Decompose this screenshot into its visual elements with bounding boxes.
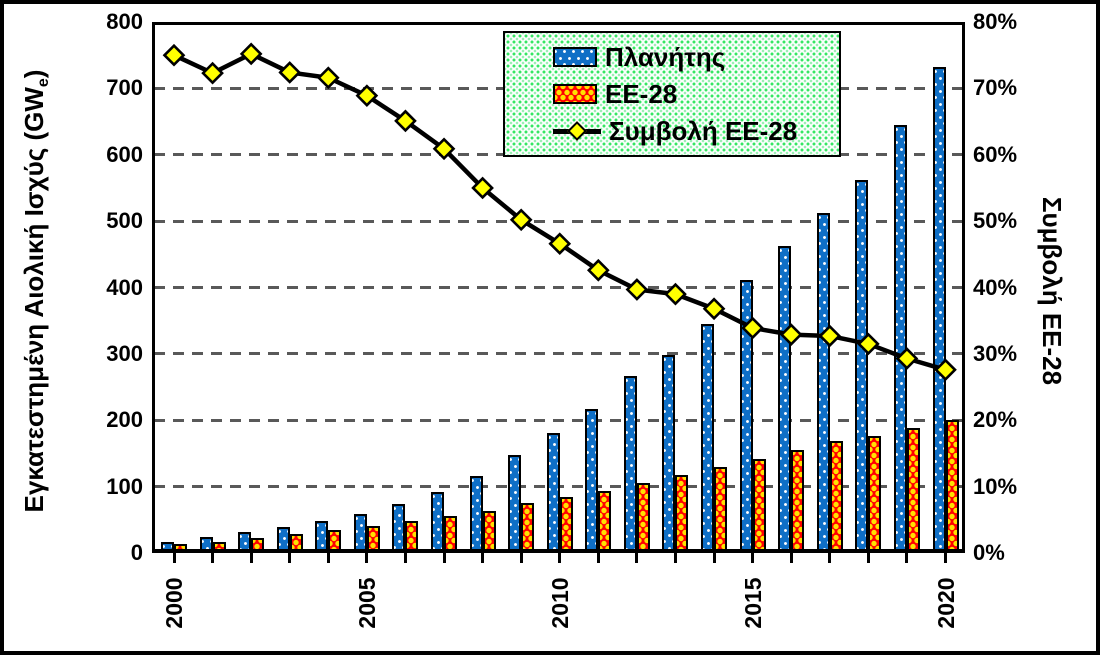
y-right-label-50%: 50% <box>973 208 1018 234</box>
y-right-label-0%: 0% <box>973 540 1005 565</box>
y-left-label-100: 100 <box>106 473 143 499</box>
legend: Πλανήτης ΕΕ-28 Συμβολή ΕΕ-28 <box>503 31 841 157</box>
x-label-2010: 2010 <box>546 577 573 629</box>
x-label-2015: 2015 <box>739 577 766 629</box>
legend-item-planet: Πλανήτης <box>553 39 839 75</box>
y-axis-left-title: Εγκατεστημένη Αιολική Ισχύς (GWe) <box>19 21 52 561</box>
x-tick-2011 <box>596 553 600 563</box>
x-label-2005: 2005 <box>353 577 380 629</box>
x-axis-line <box>152 549 965 553</box>
diamond-marker-2015 <box>741 316 764 340</box>
chart-stage: 0 100 200 300 400 500 600 700 800 0% 10% 20% 30% 40%… <box>4 4 1096 651</box>
diamond-marker-2016 <box>779 323 803 346</box>
diamond-marker-2020 <box>934 358 957 382</box>
gridline-600 <box>154 153 963 157</box>
x-tick-2004 <box>326 553 330 563</box>
x-label-2020: 2020 <box>932 577 959 629</box>
legend-item-eu28: ΕΕ-28 <box>553 76 839 112</box>
y-right-label-10%: 10% <box>973 473 1018 499</box>
x-tick-2019 <box>905 553 909 563</box>
x-tick-2016 <box>789 553 793 563</box>
y-axis-left-line <box>152 22 155 553</box>
diamond-marker-2009 <box>509 208 533 232</box>
legend-label-contribution: Συμβολή ΕΕ-28 <box>609 115 798 146</box>
x-tick-2007 <box>442 553 446 563</box>
x-tick-2018 <box>866 553 870 563</box>
diamond-marker-2011 <box>586 258 610 282</box>
x-tick-2012 <box>635 553 639 563</box>
x-tick-2001 <box>211 553 215 563</box>
y-right-label-80%: 80% <box>973 9 1018 34</box>
y-left-label-300: 300 <box>106 340 143 366</box>
x-tick-2002 <box>249 553 253 563</box>
legend-swatch-planet-icon <box>553 47 597 68</box>
x-tick-2014 <box>712 553 716 563</box>
gridline-300 <box>154 352 963 356</box>
diamond-marker-2000 <box>162 43 186 67</box>
x-tick-2000 <box>172 553 176 563</box>
plot-border-top <box>152 22 965 25</box>
y-right-label-40%: 40% <box>973 274 1018 300</box>
legend-label-eu28: ΕΕ-28 <box>605 78 678 109</box>
y-right-label-20%: 20% <box>973 407 1018 433</box>
gridline-500 <box>154 219 963 223</box>
y-left-label-800: 800 <box>106 9 143 34</box>
x-tick-2003 <box>288 553 292 563</box>
diamond-marker-2010 <box>548 232 572 256</box>
y-left-label-200: 200 <box>106 407 143 433</box>
diamond-marker-2012 <box>625 278 649 301</box>
y-right-label-30%: 30% <box>973 340 1018 366</box>
diamond-marker-2001 <box>201 61 224 85</box>
plot-area <box>152 22 965 563</box>
diamond-marker-2006 <box>394 109 417 133</box>
diamond-marker-2018 <box>857 332 880 356</box>
y-left-label-500: 500 <box>106 208 143 234</box>
y-left-label-700: 700 <box>106 75 143 101</box>
diamond-marker-2017 <box>818 324 842 348</box>
diamond-marker-2007 <box>432 137 456 161</box>
x-tick-2010 <box>558 553 562 563</box>
legend-label-planet: Πλανήτης <box>605 42 726 73</box>
y-axis-left-title-text: Εγκατεστημένη Αιολική Ισχύς (GW <box>19 87 49 513</box>
x-tick-2020 <box>944 553 947 563</box>
legend-diamond-marker <box>567 120 587 141</box>
y-left-label-600: 600 <box>106 141 143 167</box>
x-tick-2008 <box>481 553 485 563</box>
contribution-line-layer <box>162 42 957 382</box>
gridline-400 <box>154 286 963 289</box>
diamond-marker-2005 <box>355 84 379 108</box>
y-right-label-70%: 70% <box>973 75 1018 101</box>
x-tick-2015 <box>751 553 755 563</box>
y-right-label-60%: 60% <box>973 141 1018 167</box>
diamond-marker-2003 <box>278 61 302 84</box>
diamond-marker-2019 <box>895 347 919 370</box>
legend-swatch-eu28-icon <box>553 83 597 104</box>
diamond-marker-2014 <box>702 297 726 321</box>
x-tick-2009 <box>519 553 523 563</box>
x-tick-2005 <box>365 553 369 563</box>
x-tick-2006 <box>403 553 407 563</box>
y-left-label-0: 0 <box>130 540 143 565</box>
y-axis-left-title-close: ) <box>19 69 49 79</box>
x-label-2000: 2000 <box>161 577 187 629</box>
diamond-marker-2013 <box>664 282 687 306</box>
y-axis-right-line <box>962 22 965 553</box>
y-axis-right-title-text: Συμβολή ΕΕ-28 <box>1037 196 1067 386</box>
y-axis-right-title: Συμβολή ΕΕ-28 <box>1037 181 1067 401</box>
y-left-label-400: 400 <box>106 274 143 300</box>
diamond-marker-2004 <box>316 66 340 90</box>
y-axis-left-title-subscript: e <box>35 78 52 88</box>
diamond-marker-2002 <box>239 42 263 66</box>
diamond-marker-2008 <box>471 176 494 200</box>
x-tick-2017 <box>828 553 832 563</box>
legend-item-contribution: Συμβολή ΕΕ-28 <box>553 113 839 149</box>
gridline-200 <box>154 418 963 422</box>
legend-line-diamond-icon <box>553 120 601 141</box>
x-tick-2013 <box>673 553 677 563</box>
